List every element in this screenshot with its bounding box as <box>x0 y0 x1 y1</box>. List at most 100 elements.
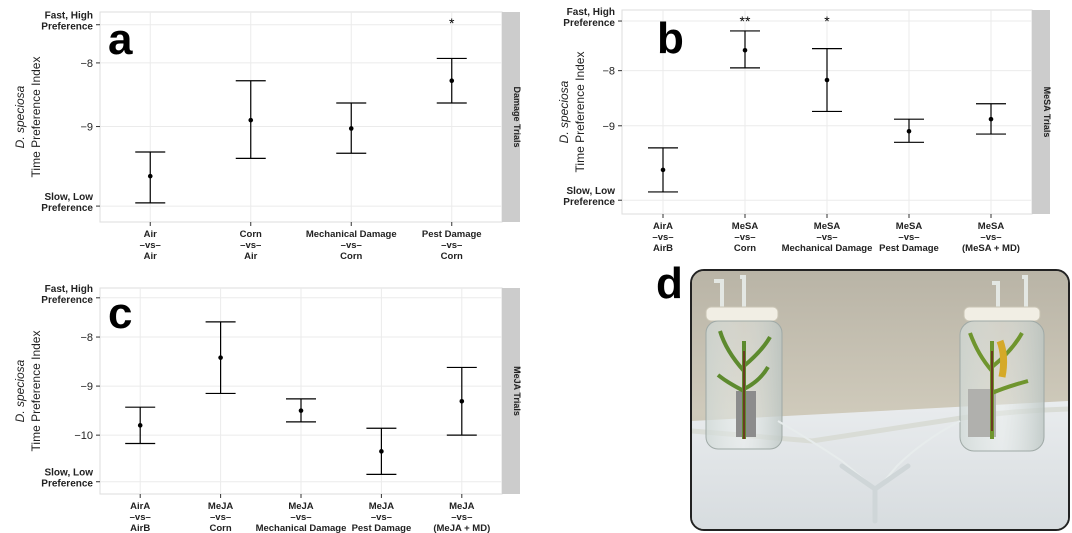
y-tick-label: −10 <box>74 430 93 442</box>
x-tick-label: MeSA <box>732 221 759 232</box>
x-tick-label: Air <box>244 251 258 262</box>
x-tick-label: (MeJA + MD) <box>433 523 490 533</box>
y-axis-title: Time Preference Index <box>29 331 43 452</box>
y-tick-label: −9 <box>602 121 615 133</box>
mean-point <box>348 126 354 131</box>
y-axis-species-label: D. speciosa <box>13 359 27 422</box>
x-tick-label: Mechanical Damage <box>256 523 347 533</box>
facet-strip <box>1032 10 1050 214</box>
x-tick-label: Corn <box>340 251 362 262</box>
x-tick-label: Pest Damage <box>352 523 412 533</box>
y-extreme-bottom-label: Preference <box>41 479 93 490</box>
x-tick-label: (MeSA + MD) <box>962 243 1020 254</box>
x-tick-label: MeSA <box>896 221 923 232</box>
x-tick-label: Corn <box>240 229 262 240</box>
y-extreme-top-label: Fast, High <box>45 284 93 295</box>
panel-letter-d: d <box>656 259 683 308</box>
left-jar <box>705 275 783 450</box>
x-tick-label: –vs– <box>898 232 919 243</box>
mean-point <box>459 399 465 404</box>
x-tick-label: Air <box>144 251 158 262</box>
y-extreme-bottom-label: Preference <box>563 197 615 208</box>
x-tick-label: –vs– <box>210 512 231 523</box>
x-tick-label: Corn <box>734 243 756 254</box>
y-extreme-bottom-label: Slow, Low <box>44 192 93 203</box>
y-tick-label: −8 <box>602 66 615 78</box>
x-tick-label: –vs– <box>290 512 311 523</box>
y-axis-title: Time Preference Index <box>29 57 43 178</box>
y-extreme-bottom-label: Slow, Low <box>566 186 615 197</box>
y-extreme-top-label: Preference <box>41 295 93 306</box>
mean-point <box>147 173 153 179</box>
x-tick-label: –vs– <box>371 512 392 523</box>
facet-strip-label: MeSA Trials <box>1042 87 1052 138</box>
x-tick-label: –vs– <box>652 232 673 243</box>
x-tick-label: AirA <box>130 501 150 512</box>
x-tick-label: Pest Damage <box>422 229 482 240</box>
x-tick-label: Mechanical Damage <box>782 243 873 254</box>
x-tick-label: Pest Damage <box>879 243 939 254</box>
x-tick-label: MeJA <box>208 501 233 512</box>
y-tick-label: −9 <box>80 122 93 134</box>
y-extreme-top-label: Fast, High <box>567 7 615 18</box>
x-tick-label: AirB <box>653 243 673 254</box>
panel-letter: a <box>108 15 133 64</box>
olfactometer-photo-icon <box>692 271 1068 529</box>
x-tick-label: MeSA <box>978 221 1005 232</box>
x-tick-label: –vs– <box>734 232 755 243</box>
mean-point <box>660 167 666 173</box>
x-tick-label: –vs– <box>816 232 837 243</box>
x-tick-label: AirB <box>130 523 150 533</box>
y-tick-label: −8 <box>80 332 93 344</box>
y-axis-species-label: D. speciosa <box>13 85 27 148</box>
y-extreme-top-label: Preference <box>563 18 615 29</box>
x-tick-label: Mechanical Damage <box>306 229 397 240</box>
y-extreme-top-label: Fast, High <box>45 11 93 22</box>
y-extreme-top-label: Preference <box>41 22 93 33</box>
significance-marker: * <box>824 13 830 29</box>
y-tick-label: −9 <box>80 381 93 393</box>
mean-point <box>906 128 912 134</box>
significance-marker: ** <box>740 13 751 29</box>
facet-strip-label: MeJA Trials <box>512 366 522 416</box>
panel-letter: b <box>657 14 684 63</box>
x-tick-label: MeJA <box>288 501 313 512</box>
mean-point <box>137 423 143 428</box>
facet-strip-label: Damage Trials <box>512 86 522 147</box>
y-axis-title: Time Preference Index <box>573 52 587 173</box>
plot-background <box>99 11 503 223</box>
x-tick-label: Air <box>144 229 158 240</box>
x-tick-label: Corn <box>441 251 463 262</box>
x-tick-label: MeJA <box>449 501 474 512</box>
mean-point <box>824 77 830 83</box>
olfactometer-photo <box>690 269 1070 531</box>
mean-point <box>988 116 994 122</box>
mean-point <box>742 47 748 53</box>
x-tick-label: MeSA <box>814 221 841 232</box>
significance-marker: * <box>449 15 455 31</box>
y-extreme-bottom-label: Preference <box>41 203 93 214</box>
mean-point <box>379 449 384 454</box>
x-tick-label: MeJA <box>369 501 394 512</box>
facet-strip <box>502 288 520 494</box>
mean-point <box>298 408 304 413</box>
x-tick-label: –vs– <box>140 240 161 251</box>
y-extreme-bottom-label: Slow, Low <box>44 468 93 479</box>
facet-strip <box>502 12 520 222</box>
mean-point <box>218 355 223 360</box>
y-axis-species-label: D. speciosa <box>557 80 571 143</box>
x-tick-label: –vs– <box>451 512 472 523</box>
right-jar <box>959 275 1045 452</box>
x-tick-label: Corn <box>210 523 232 533</box>
x-tick-label: –vs– <box>341 240 362 251</box>
mean-point <box>248 117 254 123</box>
mean-point <box>449 78 455 84</box>
panel-letter: c <box>108 289 132 338</box>
x-tick-label: –vs– <box>130 512 151 523</box>
x-tick-label: –vs– <box>980 232 1001 243</box>
x-tick-label: –vs– <box>240 240 261 251</box>
